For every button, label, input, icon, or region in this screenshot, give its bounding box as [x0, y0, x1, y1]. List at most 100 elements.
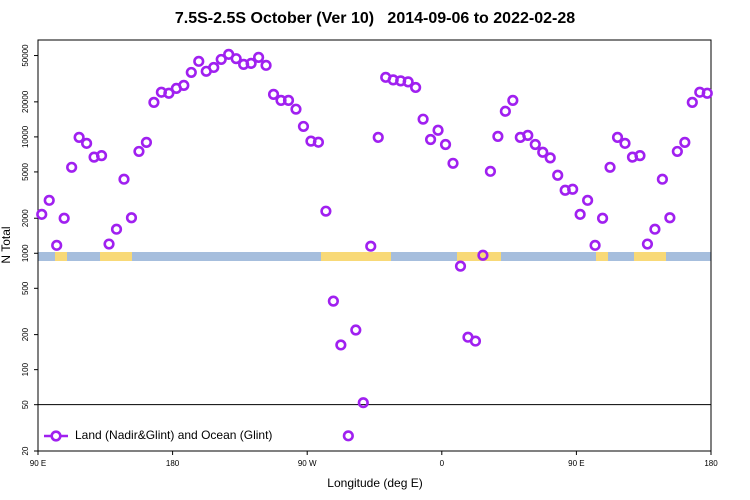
point [529, 138, 541, 151]
point [342, 430, 354, 442]
point [357, 397, 369, 409]
point [589, 239, 601, 251]
point [454, 260, 467, 272]
point [110, 223, 123, 235]
land-segment [55, 252, 67, 261]
point [43, 194, 55, 206]
surface-band [38, 252, 711, 261]
point [267, 88, 280, 100]
point [335, 339, 347, 351]
y-axis-label: N Total [0, 226, 13, 263]
point [424, 133, 437, 146]
point [611, 131, 624, 143]
point [185, 66, 197, 79]
point [567, 183, 579, 195]
point [499, 105, 511, 117]
point [686, 96, 698, 108]
point [73, 131, 85, 143]
point [679, 136, 691, 148]
x-tick-label: 0 [440, 459, 445, 468]
point [215, 53, 227, 66]
y-tick-label: 20 [21, 446, 30, 455]
point [312, 136, 325, 148]
y-tick-label: 50 [21, 400, 30, 409]
point [432, 124, 444, 136]
point [372, 131, 384, 143]
y-tick-label: 500 [21, 281, 30, 295]
point [51, 239, 63, 251]
point [208, 61, 220, 74]
point [671, 145, 683, 158]
y-tick-label: 100 [21, 362, 30, 376]
point [439, 138, 452, 151]
y-tick-label: 2000 [21, 209, 30, 227]
point [282, 94, 295, 106]
point [469, 335, 482, 347]
point [290, 103, 302, 115]
point [574, 208, 586, 220]
x-tick-label: 90 E [568, 459, 584, 468]
point [66, 161, 78, 173]
point [245, 57, 257, 70]
point [544, 152, 556, 164]
point [649, 223, 661, 235]
point [133, 145, 145, 158]
point [260, 59, 272, 71]
x-tick-label: 90 W [298, 459, 317, 468]
x-tick-label: 180 [166, 459, 180, 468]
point [320, 205, 332, 217]
y-tick-label: 200 [21, 327, 30, 341]
y-tick-label: 1000 [21, 244, 30, 262]
point [297, 120, 310, 133]
point [36, 208, 48, 220]
point [252, 51, 265, 63]
point [507, 94, 519, 106]
point [537, 146, 549, 158]
point [95, 150, 108, 162]
point [492, 130, 504, 142]
plot-frame [37, 39, 712, 452]
land-segment [596, 252, 608, 261]
point [582, 194, 594, 206]
y-tick-label: 50000 [21, 44, 30, 67]
point [522, 129, 534, 141]
land-segment [321, 252, 391, 261]
point [350, 324, 362, 336]
point [81, 137, 93, 149]
land-segment [100, 252, 132, 261]
point [163, 87, 175, 99]
x-tick-label: 180 [704, 459, 718, 468]
point [641, 238, 654, 250]
point [634, 150, 646, 162]
point [103, 238, 115, 250]
point [447, 157, 459, 169]
x-axis-label: Longitude (deg E) [327, 476, 422, 490]
point [701, 87, 713, 99]
point [365, 240, 377, 252]
y-tick-label: 20000 [21, 90, 30, 113]
point [604, 161, 616, 173]
point [140, 136, 153, 148]
y-tick-label: 5000 [21, 162, 30, 180]
point [484, 165, 497, 177]
point [552, 169, 564, 181]
legend-label: Land (Nadir&Glint) and Ocean (Glint) [75, 428, 272, 442]
point [417, 113, 429, 125]
point [230, 53, 242, 65]
point [402, 76, 414, 88]
chart-title: 7.5S-2.5S October (Ver 10) 2014-09-06 to… [175, 10, 575, 27]
point [178, 79, 190, 91]
x-tick-label: 90 E [30, 459, 46, 468]
point [477, 249, 489, 261]
point [596, 212, 609, 224]
point [125, 212, 138, 224]
point [619, 137, 631, 149]
point [148, 96, 160, 108]
point [656, 173, 668, 185]
point [327, 295, 339, 307]
point [410, 81, 422, 94]
point [118, 173, 130, 185]
land-segment [634, 252, 666, 261]
point [193, 55, 205, 67]
